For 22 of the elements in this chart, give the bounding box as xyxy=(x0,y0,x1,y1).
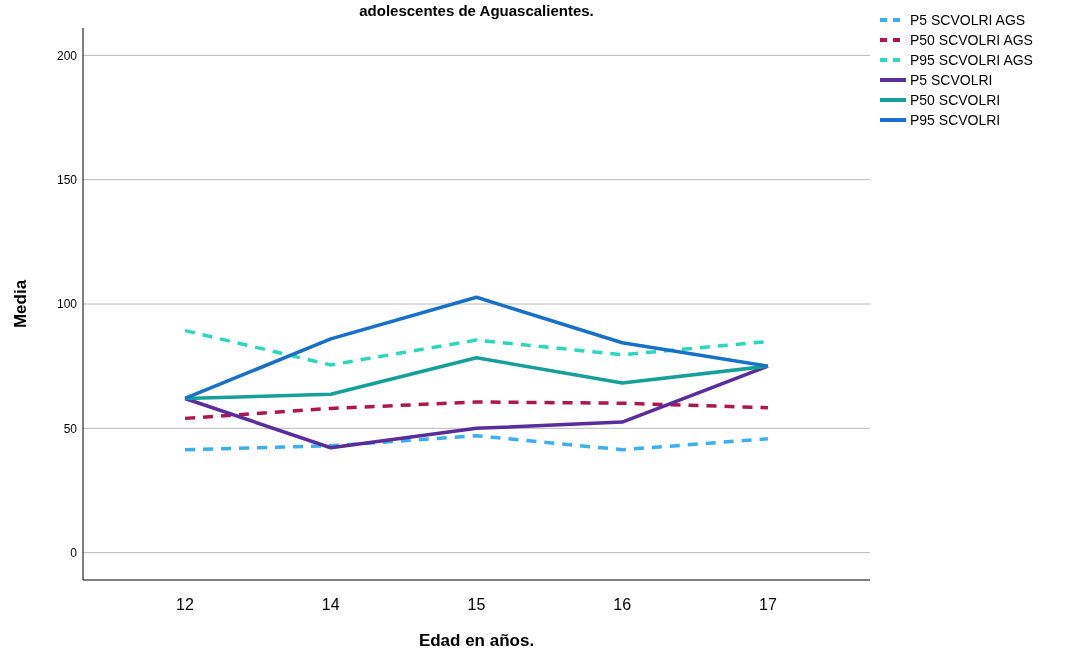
legend-label: P50 SCVOLRI AGS xyxy=(910,31,1033,48)
x-tick-label: 14 xyxy=(321,596,340,613)
line-series xyxy=(183,400,770,421)
x-axis-title: Edad en años. xyxy=(418,631,535,650)
line-series xyxy=(183,434,770,452)
y-tick-label: 0 xyxy=(70,545,78,560)
x-tick-label: 12 xyxy=(176,596,195,613)
x-tick-label: 16 xyxy=(613,596,632,613)
legend-label: P95 SCVOLRI AGS xyxy=(910,51,1033,68)
y-tick-label: 50 xyxy=(63,421,78,436)
legend-label: P95 SCVOLRI xyxy=(910,111,1001,128)
y-tick-label: 150 xyxy=(56,172,78,187)
y-axis-title: Media xyxy=(11,279,30,329)
legend-label: P5 SCVOLRI xyxy=(910,71,993,88)
chart-title: adolescentes de Aguascalientes. xyxy=(359,2,594,19)
x-tick-label: 17 xyxy=(759,596,777,613)
legend-label: P50 SCVOLRI xyxy=(910,91,1001,108)
y-tick-label: 100 xyxy=(56,297,78,312)
y-tick-label: 200 xyxy=(56,48,78,63)
x-tick-label: 15 xyxy=(467,596,486,613)
legend-label: P5 SCVOLRI AGS xyxy=(910,11,1026,28)
line-series xyxy=(183,295,770,401)
